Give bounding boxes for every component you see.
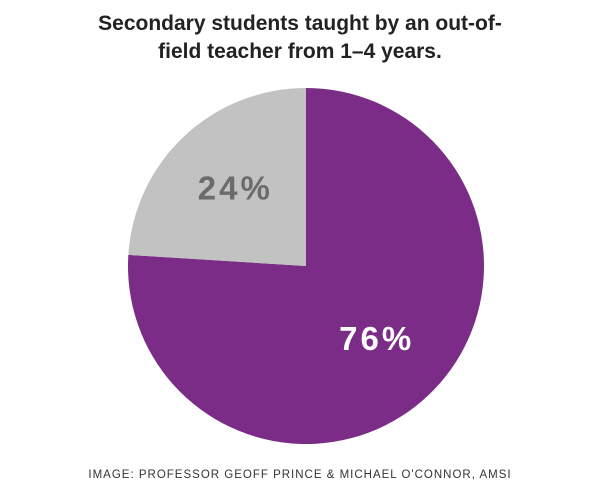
pie-slice <box>128 88 306 266</box>
slice-label: 24% <box>198 169 273 206</box>
pie-slice <box>128 88 485 445</box>
caption: IMAGE: PROFESSOR GEOFF PRINCE & MICHAEL … <box>88 469 512 481</box>
chart-title: Secondary students taught by an out-of-f… <box>98 12 502 63</box>
slice-label: 76% <box>339 320 414 357</box>
